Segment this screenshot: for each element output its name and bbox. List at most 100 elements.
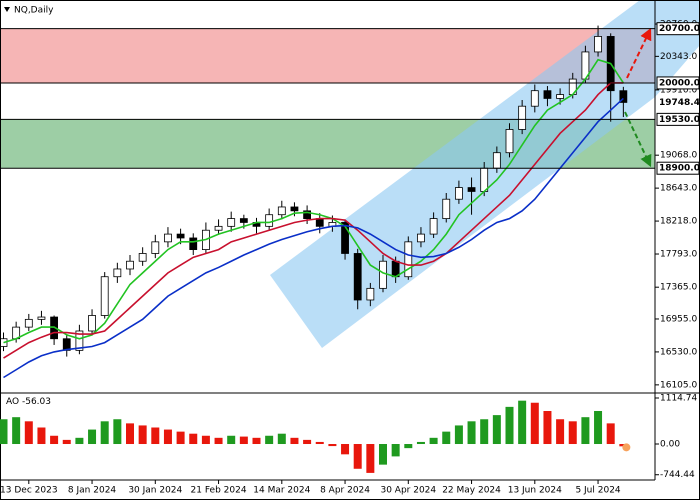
ao-bar (290, 437, 299, 445)
candle-body (24, 318, 33, 328)
x-tick-label: 30 Apr 2024 (380, 486, 436, 496)
candle-body (290, 206, 299, 212)
candle-body (189, 237, 198, 250)
candle-body (467, 187, 476, 192)
candle-body (341, 222, 349, 254)
last-price-label: 19748.4 (659, 98, 700, 108)
ao-bar (556, 419, 565, 445)
candle-body (594, 36, 602, 53)
candle-body (239, 218, 248, 223)
up-arrow (626, 27, 652, 79)
ao-bar (75, 437, 84, 445)
ao-bar (24, 421, 33, 445)
ao-bar (37, 427, 46, 445)
candle-body (429, 218, 438, 235)
ao-bar (379, 444, 387, 465)
candle-body (214, 225, 223, 231)
ao-bar (50, 435, 59, 445)
y-tick-label: 16955.0 (660, 314, 697, 324)
ao-bar (12, 417, 21, 445)
x-tick-label: 14 Mar 2024 (253, 486, 310, 496)
ao-bar (505, 406, 514, 445)
x-tick-label: 13 Jun 2024 (508, 486, 562, 496)
plot (0, 25, 628, 379)
candle-body (138, 253, 147, 262)
candle-body (126, 260, 134, 270)
candle-body (265, 214, 274, 227)
y-tick-label: 19910.0 (660, 85, 697, 95)
candle-body (164, 233, 172, 243)
candle-body (505, 129, 514, 154)
ao-bar (88, 429, 97, 445)
level-label-box (656, 112, 700, 126)
ao-bar (62, 439, 71, 445)
candle-body (366, 287, 375, 301)
ao-bar (239, 436, 248, 445)
ao-bar (594, 410, 603, 445)
candle-body (100, 276, 109, 316)
ao-bar (429, 437, 438, 445)
ao-title: AO -56.03 (6, 397, 51, 407)
ao-bar (100, 421, 109, 445)
ao-bar (163, 429, 172, 445)
ao-bar (568, 421, 577, 445)
ao-bar (454, 425, 463, 445)
ao-bar (404, 444, 413, 449)
candle-body (37, 316, 46, 320)
ao-last-marker (622, 443, 631, 452)
candle-body (556, 94, 564, 99)
candle-body (315, 218, 324, 227)
y-tick-label: 20343.0 (660, 52, 697, 62)
ao-last: -56.03 (22, 397, 51, 407)
candle-body (492, 152, 501, 169)
ao-bar (303, 439, 312, 445)
ao-name: AO (6, 397, 19, 407)
ao-bar (530, 402, 539, 445)
y-tick-label: 19068.0 (660, 151, 697, 161)
ao-bar (214, 437, 223, 445)
level-label-box (656, 76, 700, 90)
ao-bar (138, 425, 147, 445)
ao-bar (328, 444, 337, 447)
candle-body (518, 105, 527, 130)
candle-body (227, 218, 236, 227)
ao-bar (366, 444, 375, 473)
level-label-box (656, 161, 700, 175)
level-label: 20000.0 (659, 78, 700, 88)
y-tick-label: 16530.0 (660, 347, 697, 357)
candle-body (480, 167, 489, 192)
candle-body (176, 233, 185, 239)
ao-bar (265, 435, 274, 445)
ao-bar (518, 400, 527, 445)
candle-body (113, 268, 122, 278)
level-label-box (656, 22, 700, 36)
ao-bar (252, 437, 261, 445)
y-tick-label: 18218.0 (660, 217, 697, 227)
candle-body (454, 187, 463, 200)
chart-title: NQ,Daily (14, 6, 54, 16)
level-label: 20700.0 (659, 24, 700, 34)
ao-bar (277, 433, 286, 445)
ao-bar (606, 423, 615, 445)
x-tick-label: 22 May 2024 (442, 486, 501, 496)
ao-bar (126, 423, 134, 445)
x-tick-label: 30 Jan 2024 (128, 486, 182, 496)
ao-bar (492, 415, 501, 445)
ao-tick-label: 0.00 (660, 440, 680, 450)
ao-bar (416, 441, 425, 445)
ao-bar (543, 410, 552, 445)
x-tick-label: 8 Jan 2024 (68, 486, 116, 496)
down-arrow (624, 111, 652, 168)
candle-body (543, 90, 552, 99)
level-label: 19530.0 (659, 115, 700, 125)
candle-body (303, 210, 312, 219)
ma-line (3, 58, 625, 344)
candle-body (404, 241, 413, 278)
y-tick-label: 17365.0 (660, 283, 697, 293)
x-tick-label: 5 Jul 2024 (575, 486, 620, 496)
x-tick-label: 21 Feb 2024 (191, 486, 247, 496)
candle-body (151, 241, 160, 254)
x-tick-label: 13 Dec 2023 (0, 486, 58, 496)
ma-line (3, 82, 624, 359)
